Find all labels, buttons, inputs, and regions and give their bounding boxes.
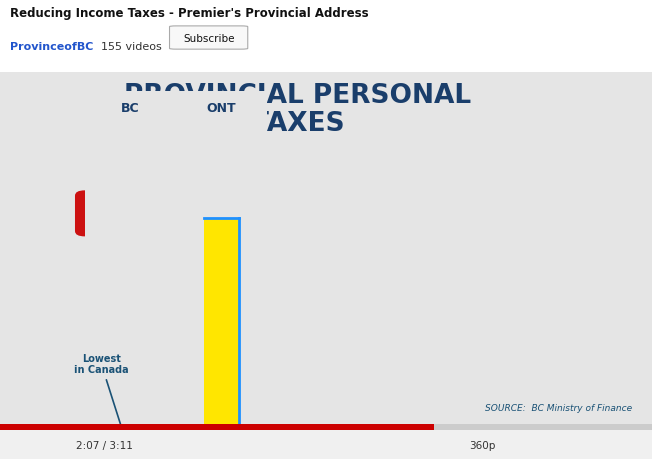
Text: AT $70,000: AT $70,000 [98, 207, 199, 221]
Text: 2:07 / 3:11: 2:07 / 3:11 [76, 440, 133, 449]
Text: Reducing Income Taxes - Premier's Provincial Address: Reducing Income Taxes - Premier's Provin… [10, 7, 368, 20]
Bar [204, 218, 239, 459]
FancyBboxPatch shape [75, 191, 222, 237]
Text: 360p: 360p [469, 440, 496, 449]
Text: SOURCE:  BC Ministry of Finance: SOURCE: BC Ministry of Finance [485, 403, 632, 412]
Text: ProvinceofBC: ProvinceofBC [10, 42, 93, 52]
Text: ONT: ONT [207, 102, 237, 115]
FancyBboxPatch shape [170, 27, 248, 50]
Bar [0, 424, 434, 430]
Text: BC: BC [121, 102, 140, 115]
Text: 155 videos: 155 videos [101, 42, 162, 52]
Text: Subscribe: Subscribe [183, 34, 234, 44]
Text: Lowest
in Canada: Lowest in Canada [74, 353, 130, 451]
Bar [113, 455, 148, 459]
Text: PROVINCIAL PERSONAL
INCOME TAXES: PROVINCIAL PERSONAL INCOME TAXES [124, 83, 471, 137]
